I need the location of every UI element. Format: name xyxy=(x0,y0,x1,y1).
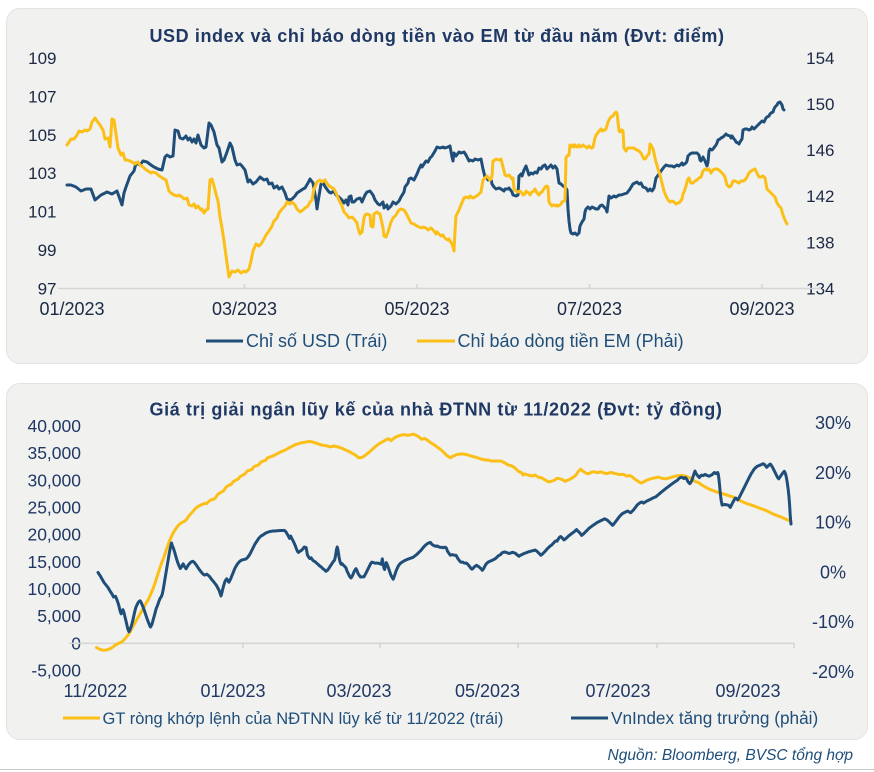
svg-text:101: 101 xyxy=(28,203,56,222)
svg-text:154: 154 xyxy=(806,49,834,68)
svg-text:09/2023: 09/2023 xyxy=(729,299,794,319)
svg-text:GT ròng khớp lệnh của NĐTNN lũ: GT ròng khớp lệnh của NĐTNN lũy kế từ 11… xyxy=(103,710,504,728)
svg-text:142: 142 xyxy=(806,187,834,206)
svg-text:25,000: 25,000 xyxy=(27,498,81,518)
svg-text:107: 107 xyxy=(28,87,56,106)
svg-text:10%: 10% xyxy=(815,513,851,533)
svg-text:20%: 20% xyxy=(815,463,851,483)
svg-text:109: 109 xyxy=(28,49,56,68)
svg-text:105: 105 xyxy=(28,126,56,145)
svg-text:30,000: 30,000 xyxy=(27,470,81,490)
svg-text:VnIndex tăng trưởng (phải): VnIndex tăng trưởng (phải) xyxy=(611,708,818,728)
svg-text:03/2023: 03/2023 xyxy=(326,681,391,701)
svg-text:05/2023: 05/2023 xyxy=(384,299,449,319)
svg-text:30%: 30% xyxy=(815,413,851,433)
svg-text:15,000: 15,000 xyxy=(27,552,81,572)
svg-text:103: 103 xyxy=(28,164,56,183)
svg-text:09/2023: 09/2023 xyxy=(715,681,780,701)
svg-text:35,000: 35,000 xyxy=(27,443,81,463)
svg-text:03/2023: 03/2023 xyxy=(212,299,277,319)
svg-text:-20%: -20% xyxy=(812,662,854,682)
svg-text:-5,000: -5,000 xyxy=(31,661,81,681)
svg-text:99: 99 xyxy=(38,241,57,260)
svg-text:150: 150 xyxy=(806,95,834,114)
svg-text:USD index và chỉ báo dòng tiền: USD index và chỉ báo dòng tiền vào EM từ… xyxy=(149,26,724,46)
svg-text:0%: 0% xyxy=(820,562,846,582)
svg-text:01/2023: 01/2023 xyxy=(39,299,104,319)
svg-text:11/2022: 11/2022 xyxy=(64,681,128,701)
svg-text:05/2023: 05/2023 xyxy=(455,681,520,701)
svg-text:07/2023: 07/2023 xyxy=(585,681,650,701)
svg-text:97: 97 xyxy=(38,279,57,298)
svg-text:-10%: -10% xyxy=(812,612,854,632)
svg-text:138: 138 xyxy=(806,233,834,252)
svg-text:07/2023: 07/2023 xyxy=(557,299,622,319)
svg-text:Chỉ số USD (Trái): Chỉ số USD (Trái) xyxy=(246,331,387,351)
svg-text:10,000: 10,000 xyxy=(27,579,81,599)
svg-text:5,000: 5,000 xyxy=(37,606,81,626)
svg-text:Giá trị giải ngân lũy kế của n: Giá trị giải ngân lũy kế của nhà ĐTNN từ… xyxy=(150,399,723,419)
svg-text:146: 146 xyxy=(806,141,834,160)
svg-text:20,000: 20,000 xyxy=(27,525,81,545)
svg-text:Chỉ báo dòng tiền EM (Phải): Chỉ báo dòng tiền EM (Phải) xyxy=(458,331,684,351)
svg-text:01/2023: 01/2023 xyxy=(200,681,265,701)
svg-text:40,000: 40,000 xyxy=(27,416,81,436)
